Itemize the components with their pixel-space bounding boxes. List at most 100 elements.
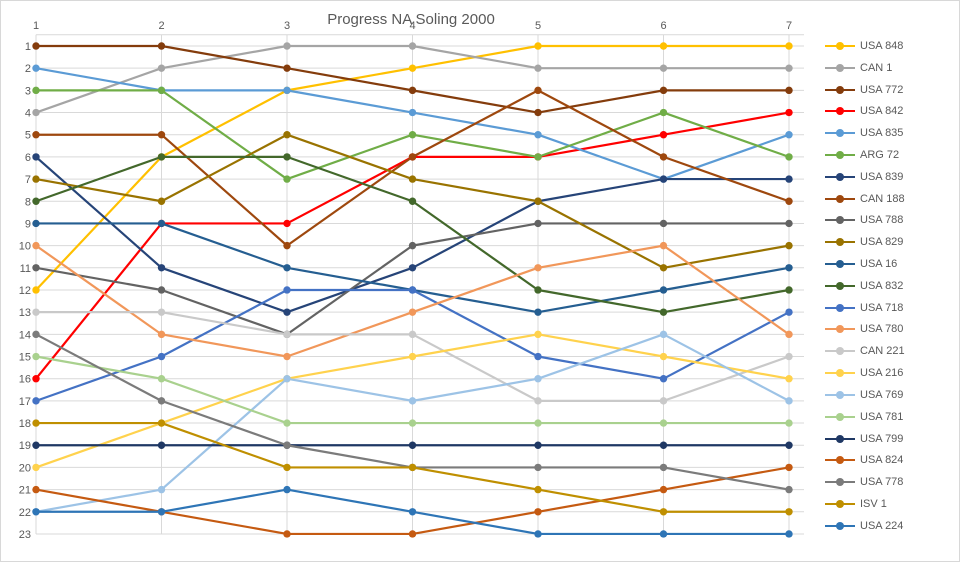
series-markers-usa-839[interactable]	[32, 153, 793, 316]
data-point-marker[interactable]	[659, 241, 668, 250]
data-point-marker[interactable]	[785, 375, 793, 383]
data-point-marker[interactable]	[408, 419, 417, 427]
legend-item-arg-72[interactable]: ARG 72	[825, 144, 955, 166]
data-point-marker[interactable]	[32, 175, 40, 183]
data-point-marker[interactable]	[534, 42, 542, 50]
data-point-marker[interactable]	[659, 86, 668, 95]
data-point-marker[interactable]	[408, 108, 417, 117]
data-point-marker[interactable]	[408, 153, 417, 161]
legend-item-usa-216[interactable]: USA 216	[825, 362, 955, 384]
series-markers-usa-769[interactable]	[32, 330, 793, 516]
legend-item-usa-772[interactable]: USA 772	[825, 79, 955, 101]
series-markers-can-221[interactable]	[32, 308, 793, 405]
data-point-marker[interactable]	[32, 330, 40, 339]
data-point-marker[interactable]	[283, 64, 291, 72]
data-point-marker[interactable]	[408, 352, 417, 361]
legend-item-can-221[interactable]: CAN 221	[825, 340, 955, 362]
data-point-marker[interactable]	[157, 286, 166, 294]
data-point-marker[interactable]	[157, 330, 166, 339]
data-point-marker[interactable]	[785, 64, 793, 72]
data-point-marker[interactable]	[659, 508, 668, 516]
legend-item-usa-788[interactable]: USA 788	[825, 210, 955, 232]
data-point-marker[interactable]	[534, 375, 542, 383]
data-point-marker[interactable]	[157, 42, 166, 50]
data-point-marker[interactable]	[157, 441, 166, 449]
data-point-marker[interactable]	[785, 175, 793, 183]
data-point-marker[interactable]	[534, 352, 542, 361]
data-point-marker[interactable]	[534, 308, 542, 316]
series-markers-usa-780[interactable]	[32, 241, 793, 361]
data-point-marker[interactable]	[283, 485, 291, 494]
data-point-marker[interactable]	[534, 508, 542, 516]
data-point-marker[interactable]	[785, 397, 793, 405]
data-point-marker[interactable]	[408, 330, 417, 339]
legend-item-usa-824[interactable]: USA 824	[825, 449, 955, 471]
data-point-marker[interactable]	[659, 108, 668, 117]
data-point-marker[interactable]	[408, 64, 417, 72]
data-point-marker[interactable]	[408, 508, 417, 516]
data-point-marker[interactable]	[32, 485, 40, 494]
data-point-marker[interactable]	[785, 131, 793, 139]
data-point-marker[interactable]	[283, 153, 291, 161]
legend-item-usa-829[interactable]: USA 829	[825, 231, 955, 253]
data-point-marker[interactable]	[785, 42, 793, 50]
data-point-marker[interactable]	[283, 463, 291, 472]
legend-item-can-1[interactable]: CAN 1	[825, 57, 955, 79]
data-point-marker[interactable]	[659, 42, 668, 50]
data-point-marker[interactable]	[659, 64, 668, 72]
data-point-marker[interactable]	[534, 330, 542, 339]
data-point-marker[interactable]	[157, 153, 166, 161]
data-point-marker[interactable]	[534, 219, 542, 228]
legend-item-usa-769[interactable]: USA 769	[825, 384, 955, 406]
data-point-marker[interactable]	[408, 286, 417, 294]
legend-item-usa-835[interactable]: USA 835	[825, 122, 955, 144]
data-point-marker[interactable]	[534, 108, 542, 117]
data-point-marker[interactable]	[157, 375, 166, 383]
data-point-marker[interactable]	[408, 175, 417, 183]
data-point-marker[interactable]	[32, 219, 40, 228]
data-point-marker[interactable]	[32, 197, 40, 205]
data-point-marker[interactable]	[283, 86, 291, 95]
data-point-marker[interactable]	[785, 108, 793, 117]
data-point-marker[interactable]	[785, 419, 793, 427]
data-point-marker[interactable]	[32, 241, 40, 250]
series-markers-can-1[interactable]	[32, 42, 793, 117]
series-markers-usa-16[interactable]	[32, 219, 793, 316]
data-point-marker[interactable]	[408, 42, 417, 50]
data-point-marker[interactable]	[32, 131, 40, 139]
data-point-marker[interactable]	[32, 375, 40, 383]
data-point-marker[interactable]	[32, 441, 40, 449]
legend-item-usa-799[interactable]: USA 799	[825, 428, 955, 450]
data-point-marker[interactable]	[408, 530, 417, 538]
data-point-marker[interactable]	[408, 397, 417, 405]
data-point-marker[interactable]	[659, 375, 668, 383]
data-point-marker[interactable]	[157, 197, 166, 205]
data-point-marker[interactable]	[283, 419, 291, 427]
data-point-marker[interactable]	[785, 530, 793, 538]
series-markers-arg-72[interactable]	[32, 86, 793, 183]
data-point-marker[interactable]	[534, 264, 542, 272]
series-markers-usa-224[interactable]	[32, 485, 793, 538]
data-point-marker[interactable]	[283, 175, 291, 183]
data-point-marker[interactable]	[785, 330, 793, 339]
data-point-marker[interactable]	[534, 397, 542, 405]
data-point-marker[interactable]	[785, 197, 793, 205]
data-point-marker[interactable]	[534, 286, 542, 294]
legend-item-usa-842[interactable]: USA 842	[825, 100, 955, 122]
series-markers-isv-1[interactable]	[32, 419, 793, 516]
data-point-marker[interactable]	[157, 219, 166, 228]
data-point-marker[interactable]	[534, 64, 542, 72]
data-point-marker[interactable]	[534, 485, 542, 494]
data-point-marker[interactable]	[534, 530, 542, 538]
data-point-marker[interactable]	[157, 64, 166, 72]
data-point-marker[interactable]	[659, 308, 668, 316]
legend-item-usa-224[interactable]: USA 224	[825, 515, 955, 537]
data-point-marker[interactable]	[534, 197, 542, 205]
data-point-marker[interactable]	[32, 264, 40, 272]
data-point-marker[interactable]	[157, 264, 166, 272]
series-markers-usa-781[interactable]	[32, 352, 793, 427]
data-point-marker[interactable]	[785, 463, 793, 472]
data-point-marker[interactable]	[32, 419, 40, 427]
series-markers-usa-772[interactable]	[32, 42, 793, 117]
data-point-marker[interactable]	[32, 397, 40, 405]
